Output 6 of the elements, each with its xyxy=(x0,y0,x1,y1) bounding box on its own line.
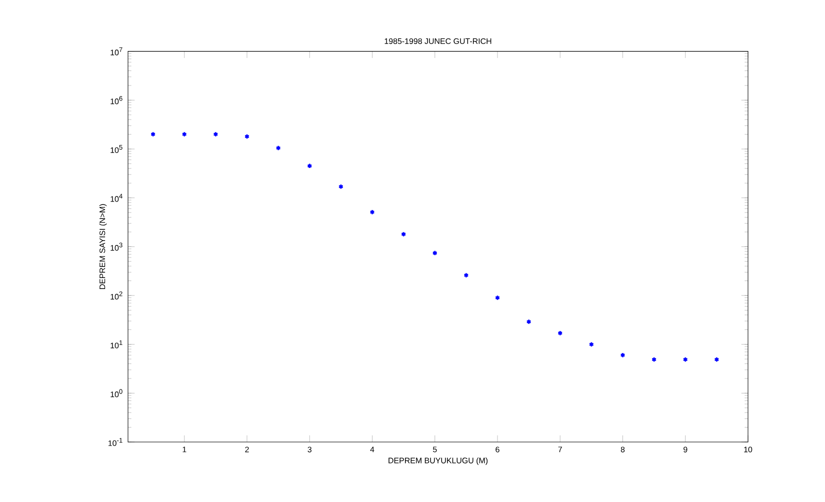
point xyxy=(714,356,720,362)
point xyxy=(652,356,657,362)
point xyxy=(276,145,281,151)
point xyxy=(432,250,438,256)
point xyxy=(244,134,250,140)
point xyxy=(682,356,688,362)
